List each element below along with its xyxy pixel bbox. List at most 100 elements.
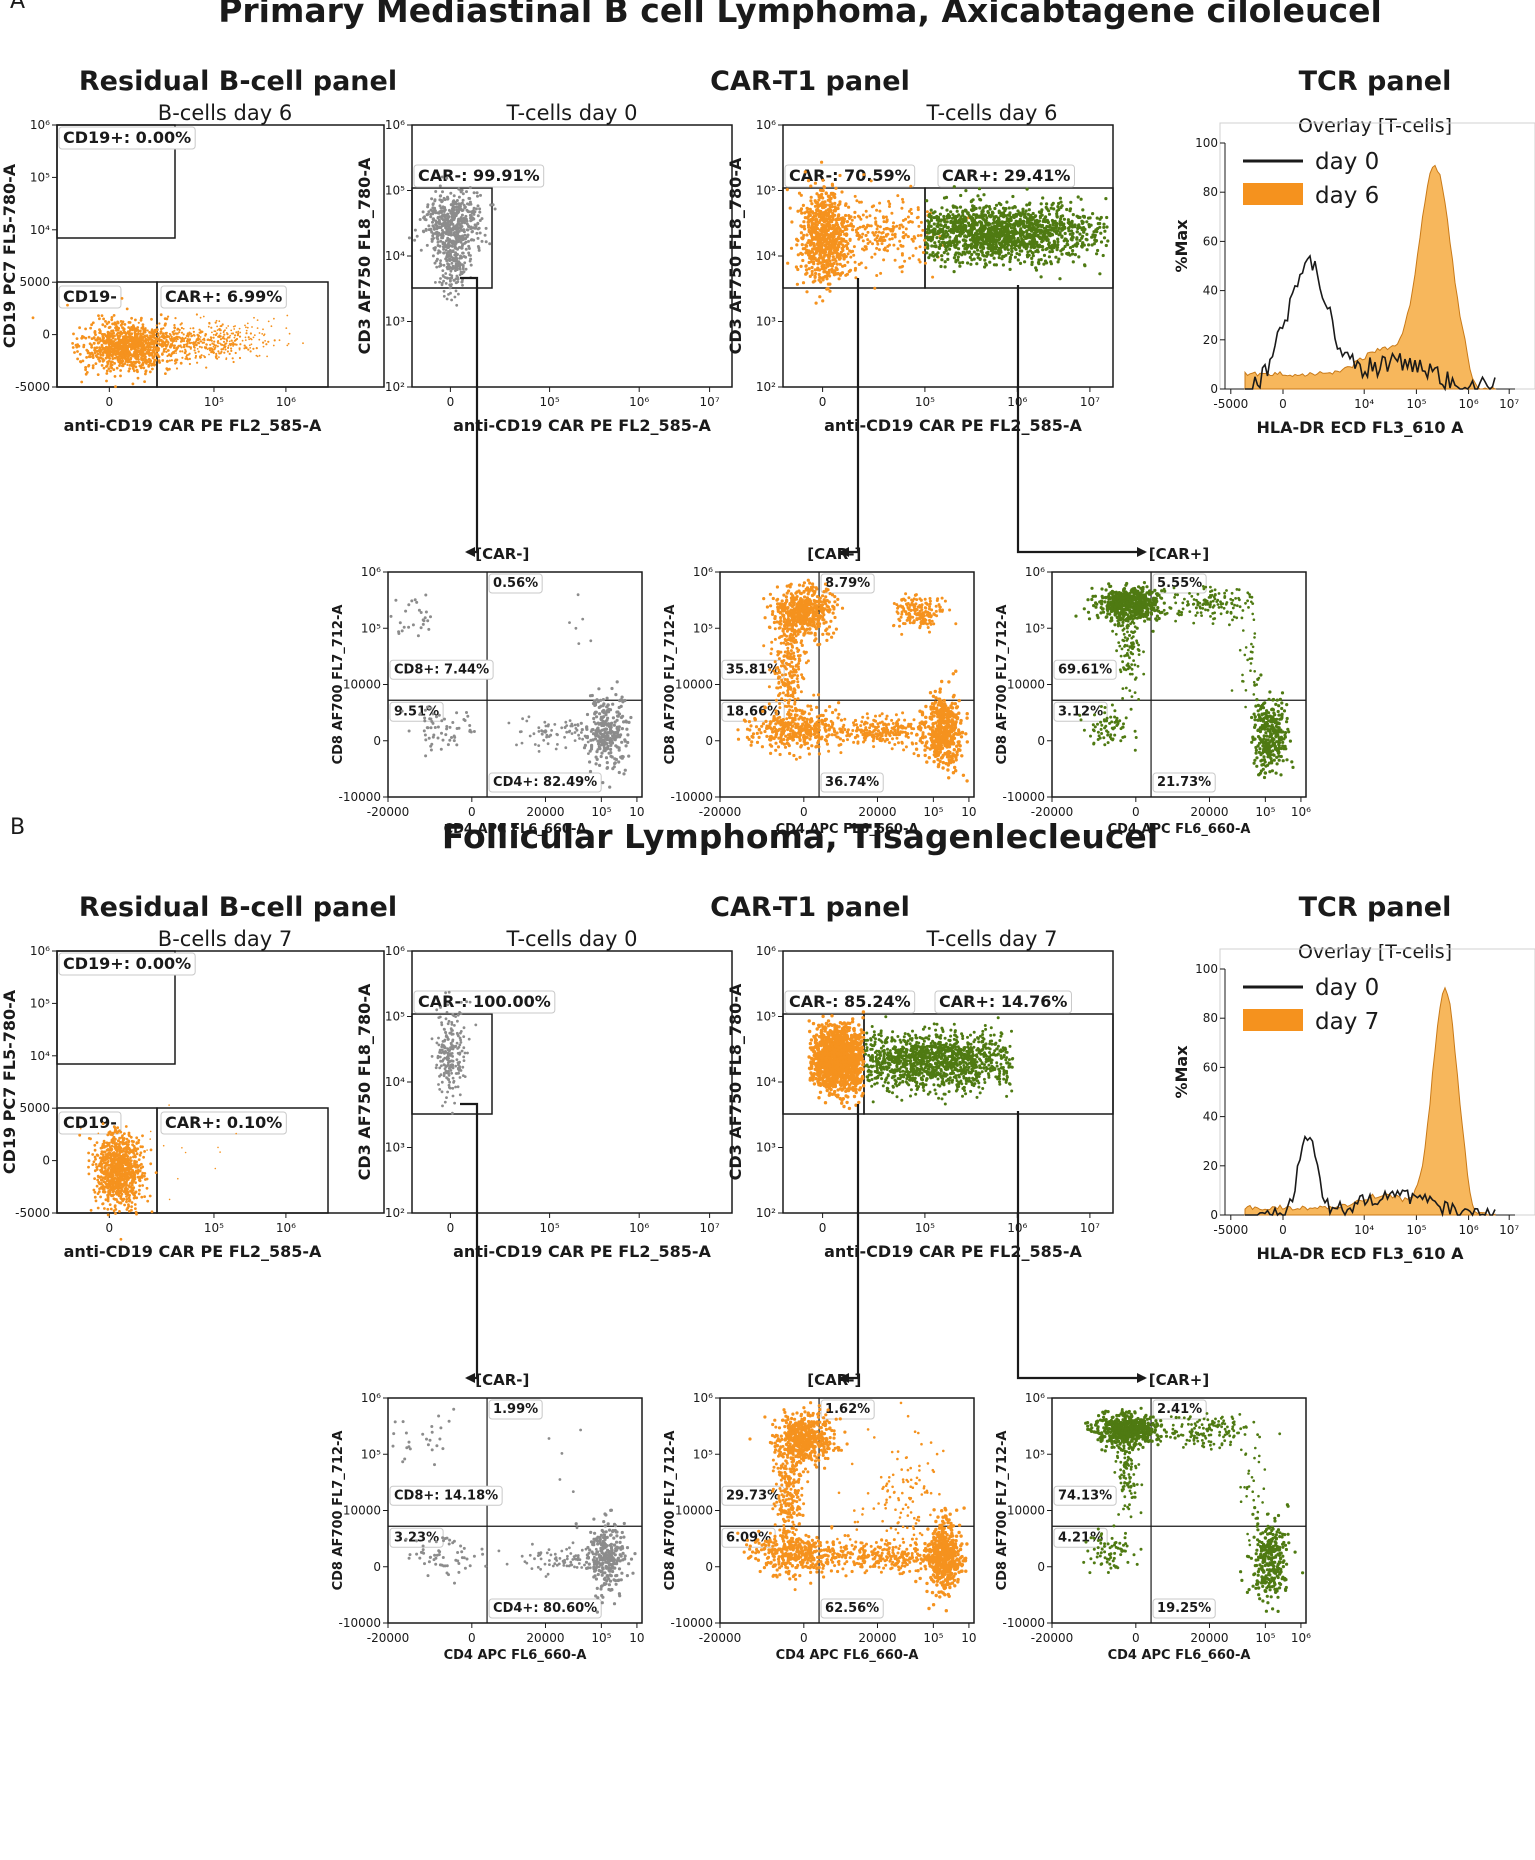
- t1-event-pos: [994, 229, 999, 233]
- t1-event-neg: [898, 226, 902, 230]
- t1-event-pos: [951, 213, 955, 217]
- t1-event-neg: [826, 282, 831, 286]
- bplot-event: [134, 328, 138, 331]
- bplot-event: [215, 357, 217, 359]
- bplot-event: [175, 332, 179, 335]
- bplot-event: [133, 350, 136, 353]
- t1-event-pos: [947, 240, 951, 245]
- legend-day0-label: day 0: [1315, 149, 1379, 175]
- bplot-event: [79, 360, 82, 363]
- t1-event-pos: [1005, 222, 1009, 227]
- t1-event-neg: [837, 277, 841, 281]
- t1-event-pos: [974, 231, 978, 235]
- quadrant-q4-label: CD4+: 82.49%: [493, 775, 597, 790]
- sub-event: [407, 729, 411, 733]
- bplot-event: [150, 330, 153, 333]
- t1-event-pos: [1016, 258, 1020, 262]
- bplot-event: [232, 342, 235, 345]
- t1-event-pos: [943, 223, 948, 227]
- t0-event: [462, 255, 466, 258]
- sub-event: [614, 757, 619, 762]
- t1-event-pos: [934, 245, 938, 249]
- bplot-event: [133, 352, 137, 356]
- t1-event-pos: [1009, 226, 1014, 230]
- sub-event: [424, 593, 428, 597]
- x-tick-label: 0: [819, 395, 827, 409]
- bplot-event: [129, 327, 132, 331]
- t1-event-pos: [938, 212, 943, 216]
- t1-event-neg: [836, 206, 840, 211]
- t1-event-pos: [963, 252, 967, 256]
- bplot-event: [166, 354, 169, 358]
- t1-event-neg: [829, 232, 833, 236]
- sub-event: [599, 736, 603, 740]
- bplot-event: [116, 346, 119, 349]
- t0-event: [419, 248, 423, 252]
- t0-event: [442, 196, 446, 200]
- t1-event-pos: [938, 230, 942, 234]
- t1-event-pos: [1056, 237, 1060, 241]
- bplot-event: [192, 327, 195, 330]
- t1-event-neg: [886, 249, 889, 253]
- bplot-event: [152, 332, 155, 335]
- bplot-event: [84, 368, 87, 372]
- t1-event-pos: [997, 241, 1001, 245]
- t1-event-neg: [873, 252, 877, 256]
- quadrant-q2-label: CD8+: 7.44%: [394, 662, 489, 677]
- t1-event-pos: [1071, 249, 1075, 253]
- sub-event: [616, 733, 620, 737]
- t1-event-pos: [1041, 248, 1045, 252]
- bplot-event: [215, 319, 218, 322]
- bplot-event: [177, 344, 180, 347]
- t1-event-neg: [818, 253, 822, 257]
- t0-event: [438, 250, 442, 254]
- t1-event-pos: [948, 235, 952, 239]
- t1-event-neg: [834, 241, 838, 244]
- t1-event-neg: [806, 179, 811, 183]
- bplot-event: [222, 331, 225, 334]
- bplot-event: [150, 340, 154, 343]
- t1-event-pos: [1082, 215, 1086, 219]
- t1-event-pos: [1046, 238, 1050, 242]
- t1-event-neg: [833, 201, 837, 205]
- bplot-event: [189, 327, 192, 330]
- t1-event-pos: [956, 221, 960, 225]
- sub-event: [597, 722, 601, 726]
- t1-event-neg: [848, 268, 853, 272]
- t1-event-neg: [824, 224, 828, 229]
- t1-event-neg: [841, 216, 845, 220]
- t1-event-neg: [840, 247, 844, 250]
- t1-event-neg: [906, 235, 910, 239]
- bplot-event: [192, 341, 195, 344]
- bplot-event: [171, 330, 174, 334]
- bplot-event: [135, 346, 138, 349]
- sub-event: [605, 766, 610, 770]
- t1-event-pos: [1020, 237, 1024, 241]
- t1-event-neg: [817, 198, 821, 202]
- t0-event: [467, 210, 471, 214]
- bplot-event: [204, 333, 207, 336]
- bplot-event: [89, 352, 92, 356]
- t1-event-neg: [838, 173, 842, 178]
- bplot-event: [238, 356, 242, 360]
- bplot-event: [217, 340, 220, 343]
- t1-event-pos: [998, 247, 1002, 251]
- sub-event: [617, 760, 621, 764]
- t0-event: [476, 236, 480, 240]
- t1-event-neg: [817, 220, 821, 225]
- t0-event: [479, 193, 482, 197]
- t0-event: [445, 222, 449, 226]
- bplot-event: [173, 344, 176, 347]
- bplot-event: [226, 332, 228, 334]
- t1-event-pos: [930, 244, 934, 248]
- bplot-event: [255, 354, 258, 357]
- sub-event: [596, 748, 600, 751]
- t0-event: [445, 227, 449, 231]
- bplot-event: [84, 336, 88, 340]
- sub-event: [418, 712, 422, 716]
- t1-event-neg: [870, 205, 874, 209]
- t1-event-neg: [827, 223, 832, 227]
- t1-event-pos: [992, 220, 997, 224]
- t1-event-neg: [857, 237, 861, 241]
- t1-event-pos: [955, 215, 959, 219]
